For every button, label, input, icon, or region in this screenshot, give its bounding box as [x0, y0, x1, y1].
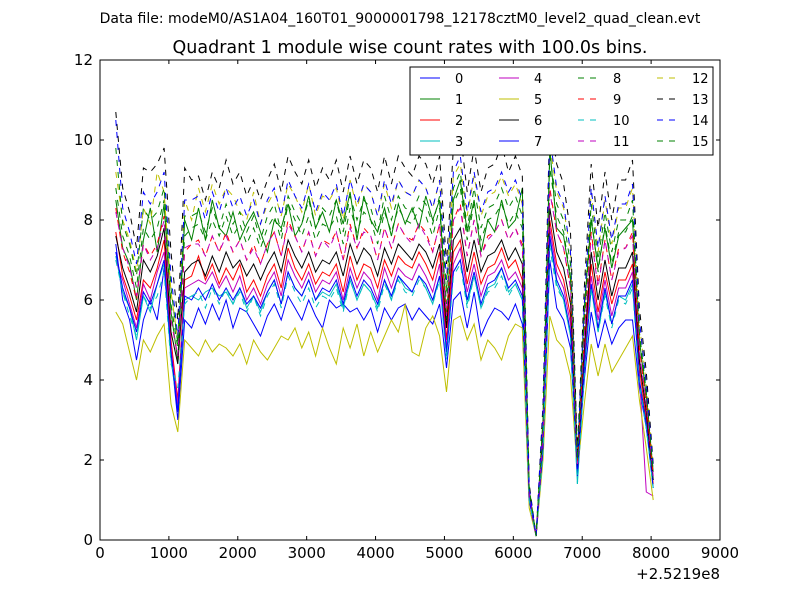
y-tick-label: 6	[83, 291, 93, 309]
x-tick-label: 6000	[494, 544, 532, 562]
y-tick-label: 8	[83, 211, 93, 229]
legend-label-2: 2	[455, 114, 463, 129]
legend-label-14: 14	[692, 114, 709, 129]
x-tick-label: 9000	[701, 544, 739, 562]
legend-label-10: 10	[613, 114, 630, 129]
series-line-13	[115, 111, 654, 537]
x-tick-label: 5000	[425, 544, 463, 562]
x-tick-label: 3000	[288, 544, 326, 562]
x-tick-label: 2000	[219, 544, 257, 562]
series-line-10	[115, 247, 654, 537]
legend-box	[409, 66, 714, 156]
legend-label-3: 3	[455, 135, 463, 150]
legend-label-12: 12	[692, 72, 709, 87]
legend-label-5: 5	[534, 93, 542, 108]
legend-label-15: 15	[692, 135, 709, 150]
x-axis: 0 1000 2000 3000 4000 5000 6000 7000 8000 9000	[95, 60, 739, 562]
x-tick-label: 8000	[632, 544, 670, 562]
x-tick-label: 7000	[563, 544, 601, 562]
y-tick-label: 10	[74, 131, 93, 149]
y-tick-label: 0	[83, 531, 93, 549]
data-file-label: Data file: modeM0/AS1A04_160T01_90000017…	[100, 11, 701, 27]
series-line-7	[115, 235, 654, 537]
y-tick-label: 12	[74, 51, 93, 69]
chart-title: Quadrant 1 module wise count rates with …	[173, 38, 648, 58]
legend-label-9: 9	[613, 93, 621, 108]
legend-label-0: 0	[455, 72, 463, 87]
series-line-4	[115, 227, 654, 537]
series-line-6	[115, 207, 654, 537]
y-tick-label: 2	[83, 451, 93, 469]
legend-label-13: 13	[692, 93, 709, 108]
series-line-0	[115, 243, 654, 537]
x-tick-label: 0	[95, 544, 105, 562]
x-offset-label: +2.5219e8	[636, 565, 720, 583]
series-lines	[115, 111, 654, 537]
series-line-12	[115, 143, 654, 537]
legend-label-6: 6	[534, 114, 542, 129]
x-tick-label: 4000	[356, 544, 394, 562]
y-tick-label: 4	[83, 371, 93, 389]
legend-label-1: 1	[455, 93, 463, 108]
legend-label-7: 7	[534, 135, 542, 150]
series-line-11	[115, 191, 654, 537]
series-line-14	[115, 119, 654, 537]
series-line-2	[115, 219, 654, 537]
legend-label-4: 4	[534, 72, 542, 87]
legend-label-11: 11	[613, 135, 630, 150]
series-line-5	[115, 303, 654, 537]
x-tick-label: 1000	[150, 544, 188, 562]
series-line-15	[115, 147, 654, 537]
legend-label-8: 8	[613, 72, 621, 87]
series-line-8	[115, 167, 654, 537]
